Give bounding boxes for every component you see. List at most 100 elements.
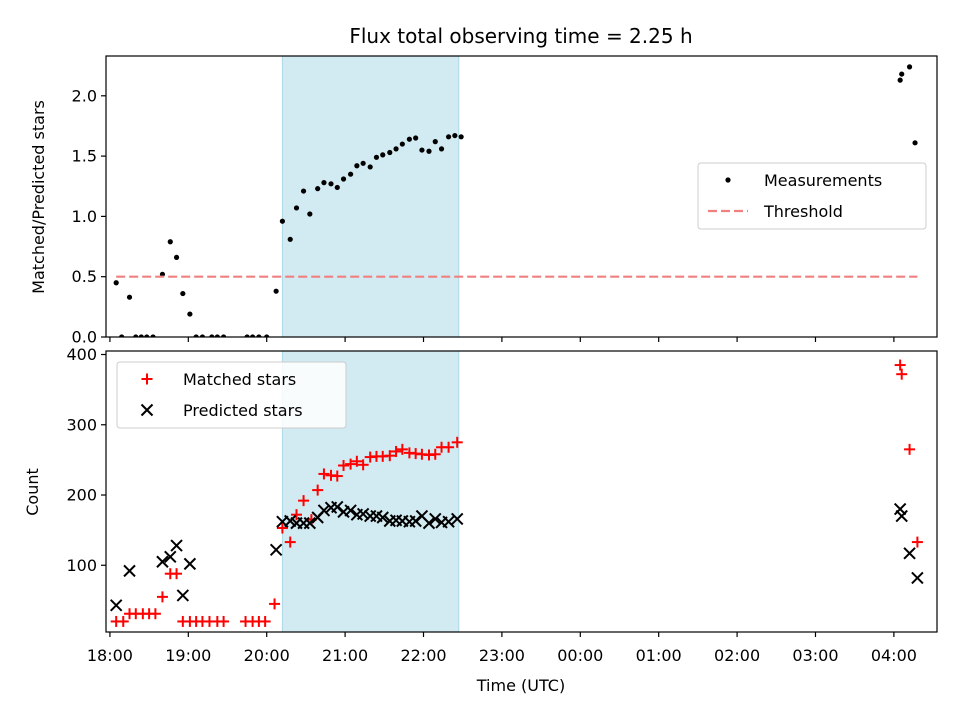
- x-tick-label: 20:00: [244, 646, 290, 665]
- data-point: [458, 134, 464, 140]
- y-axis-label-top: Matched/Predicted stars: [29, 100, 48, 294]
- y-tick-label: 2.0: [72, 86, 97, 105]
- data-point: [298, 495, 310, 507]
- data-point: [264, 334, 270, 337]
- x-tick-label: 21:00: [322, 646, 368, 665]
- data-point: [390, 445, 402, 457]
- data-point: [429, 448, 441, 460]
- data-point: [373, 154, 380, 160]
- data-point: [725, 177, 731, 183]
- x-tick-label: 00:00: [557, 646, 603, 665]
- data-point: [218, 615, 230, 627]
- data-point: [387, 149, 393, 156]
- data-area: [113, 64, 918, 337]
- x-tick-label: 02:00: [714, 646, 760, 665]
- data-point: [193, 334, 199, 337]
- data-point: [256, 334, 262, 337]
- y-tick-label: 1.0: [72, 207, 97, 226]
- data-point: [338, 460, 350, 472]
- data-point: [141, 373, 153, 385]
- data-point: [399, 141, 405, 147]
- data-point: [451, 436, 463, 448]
- data-point: [442, 515, 455, 528]
- data-point: [144, 334, 150, 337]
- data-point: [164, 550, 177, 564]
- data-point: [167, 239, 173, 245]
- data-point: [214, 334, 220, 337]
- legend-label: Threshold: [763, 202, 843, 221]
- data-point: [244, 334, 250, 337]
- y-tick-label: 0.5: [72, 267, 97, 286]
- data-point: [897, 77, 903, 83]
- data-point: [312, 484, 324, 496]
- data-point: [895, 509, 908, 523]
- chart-title: Flux total observing time = 2.25 h: [349, 24, 692, 48]
- data-point: [426, 148, 432, 154]
- observing-window-shade: [281, 55, 460, 338]
- x-tick-label: 23:00: [479, 646, 525, 665]
- data-point: [356, 507, 370, 521]
- data-point: [117, 615, 129, 627]
- data-point: [340, 176, 347, 182]
- x-tick-label: 22:00: [400, 646, 446, 665]
- data-point: [287, 236, 293, 242]
- data-point: [119, 334, 125, 337]
- data-point: [307, 211, 313, 217]
- data-point: [187, 311, 193, 317]
- data-point: [899, 71, 905, 77]
- data-point: [331, 470, 343, 482]
- data-point: [321, 180, 327, 186]
- x-tick-label: 03:00: [792, 646, 838, 665]
- data-point: [422, 516, 436, 530]
- data-point: [159, 271, 166, 277]
- data-point: [334, 184, 340, 191]
- data-point: [911, 536, 923, 548]
- bottom-panel: 100 200 300 400 18:00 19:00 20:00 21:00 22:00 23:…: [66, 345, 938, 665]
- data-point: [284, 536, 296, 548]
- data-point: [438, 146, 445, 152]
- data-point: [269, 598, 281, 610]
- data-point: [109, 599, 123, 612]
- legend-label: Matched stars: [183, 370, 296, 389]
- data-point: [303, 516, 317, 530]
- data-point: [328, 181, 334, 187]
- data-point: [149, 608, 161, 620]
- data-point: [384, 450, 396, 462]
- data-point: [133, 334, 139, 337]
- data-point: [396, 443, 408, 455]
- top-panel: 0.0 0.5 1.0 1.5 2.0 Measurements Threshold: [72, 55, 938, 347]
- data-point: [150, 334, 156, 337]
- data-point: [140, 403, 154, 417]
- data-point: [113, 280, 119, 286]
- data-point: [443, 441, 455, 453]
- y-tick-label: 200: [66, 486, 97, 505]
- data-point: [354, 163, 360, 169]
- data-point: [171, 568, 183, 580]
- y-tick-label: 300: [66, 415, 97, 434]
- data-point: [300, 188, 307, 194]
- axes-frame: [105, 55, 938, 338]
- data-point: [156, 555, 169, 568]
- data-point: [279, 218, 285, 224]
- data-point: [451, 512, 464, 526]
- axes-frame: [105, 350, 938, 633]
- data-point: [432, 139, 438, 145]
- data-point: [452, 132, 458, 139]
- legend-label: Predicted stars: [183, 401, 303, 420]
- data-point: [209, 334, 215, 337]
- data-point: [445, 134, 452, 140]
- data-point: [123, 564, 136, 578]
- x-tick-label: 01:00: [636, 646, 682, 665]
- data-point: [393, 146, 399, 152]
- x-tick-label: 18:00: [87, 646, 133, 665]
- data-point: [269, 543, 283, 557]
- data-point: [911, 571, 924, 585]
- data-point: [351, 455, 363, 467]
- data-point: [173, 254, 180, 261]
- data-point: [896, 368, 908, 380]
- y-axis-label-bottom: Count: [23, 468, 42, 516]
- data-point: [291, 509, 303, 521]
- x-tick-label: 19:00: [165, 646, 211, 665]
- data-area: [109, 359, 924, 627]
